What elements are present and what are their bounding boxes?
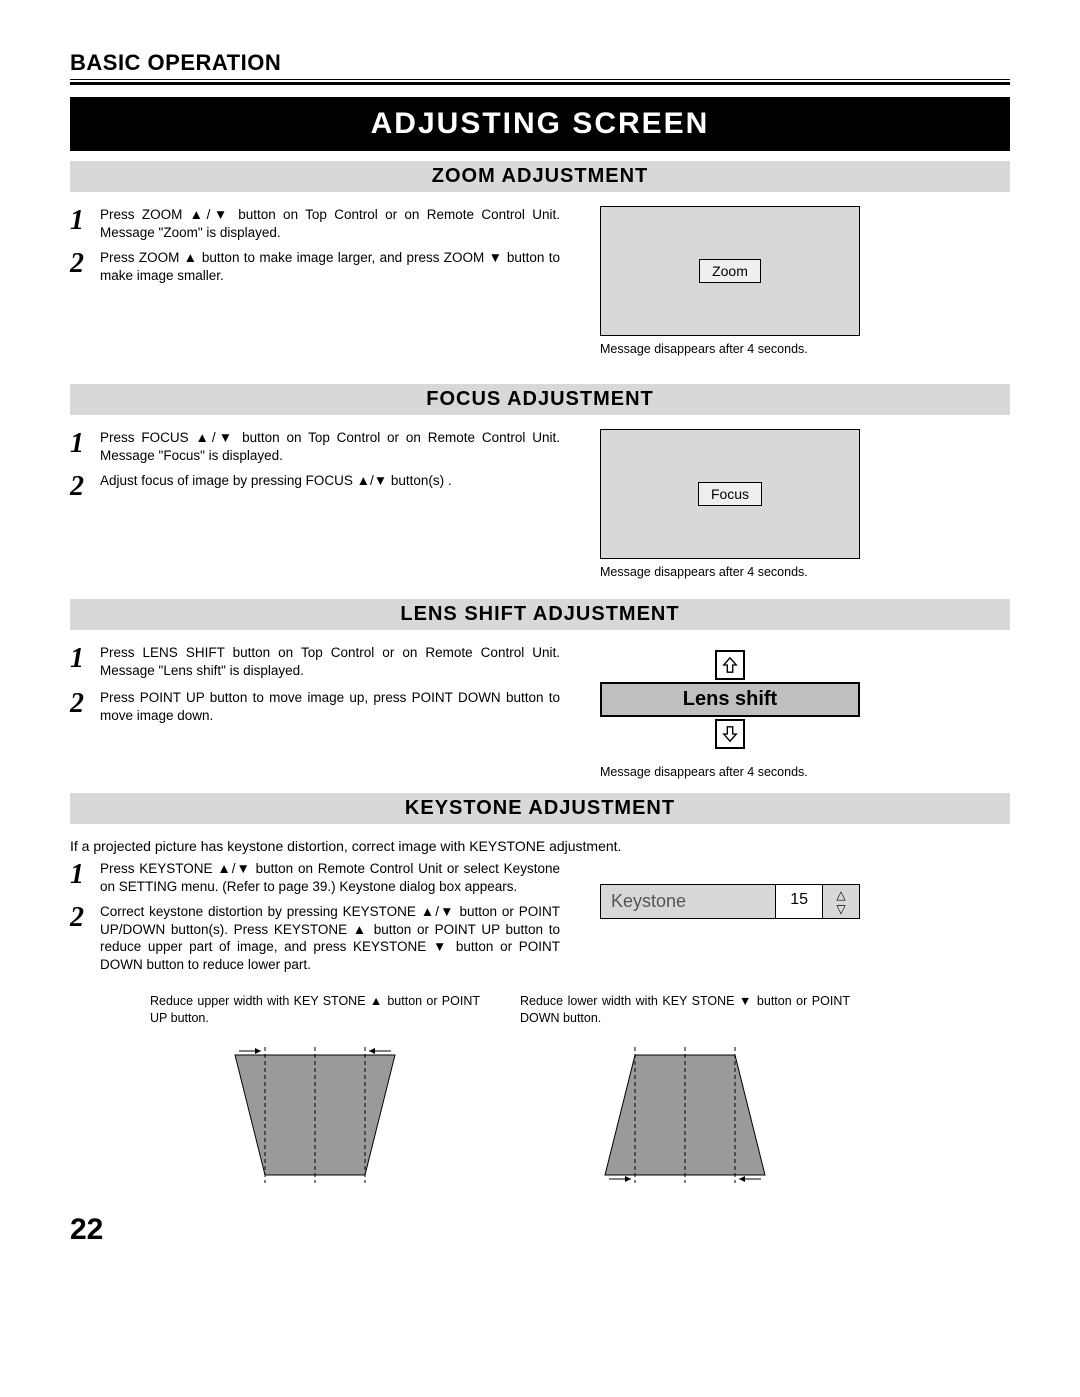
focus-step2-num: 2: [70, 472, 100, 501]
keystone-fig-right-caption: Reduce lower width with KEY STONE ▼ butt…: [520, 993, 850, 1027]
keystone-intro: If a projected picture has keystone dist…: [70, 838, 1010, 854]
keystone-upper-diagram: [205, 1035, 425, 1185]
keystone-dialog-arrows-icon: △▽: [823, 885, 859, 918]
keystone-section-heading: KEYSTONE ADJUSTMENT: [70, 793, 1010, 824]
lens-shift-display: Lens shift: [600, 650, 860, 749]
double-rule: [70, 79, 1010, 85]
page-number: 22: [70, 1213, 1010, 1247]
keystone-lower-diagram: [575, 1035, 795, 1185]
zoom-step2-text: Press ZOOM ▲ button to make image larger…: [100, 249, 560, 284]
lens-step2-num: 2: [70, 689, 100, 724]
focus-section-heading: FOCUS ADJUSTMENT: [70, 384, 1010, 415]
lens-shift-label: Lens shift: [600, 682, 860, 717]
keystone-dialog: Keystone 15 △▽: [600, 884, 860, 919]
lens-section-heading: LENS SHIFT ADJUSTMENT: [70, 599, 1010, 630]
zoom-section-heading: ZOOM ADJUSTMENT: [70, 161, 1010, 192]
lens-step1-num: 1: [70, 644, 100, 679]
zoom-step1-num: 1: [70, 206, 100, 241]
basic-operation-heading: BASIC OPERATION: [70, 50, 1010, 76]
keystone-dialog-label: Keystone: [601, 885, 775, 918]
keystone-step1-text: Press KEYSTONE ▲/▼ button on Remote Cont…: [100, 860, 560, 895]
zoom-label: Zoom: [699, 259, 761, 283]
keystone-fig-left-caption: Reduce upper width with KEY STONE ▲ butt…: [150, 993, 480, 1027]
focus-step2-text: Adjust focus of image by pressing FOCUS …: [100, 472, 560, 501]
focus-label: Focus: [698, 482, 762, 506]
focus-caption: Message disappears after 4 seconds.: [600, 565, 1010, 579]
keystone-step1-num: 1: [70, 860, 100, 895]
focus-step1-text: Press FOCUS ▲/▼ button on Top Control or…: [100, 429, 560, 464]
zoom-caption: Message disappears after 4 seconds.: [600, 342, 1010, 356]
zoom-step2-num: 2: [70, 249, 100, 284]
zoom-step1-text: Press ZOOM ▲/▼ button on Top Control or …: [100, 206, 560, 241]
keystone-step2-num: 2: [70, 903, 100, 973]
zoom-display-box: Zoom: [600, 206, 860, 336]
focus-step1-num: 1: [70, 429, 100, 464]
focus-display-box: Focus: [600, 429, 860, 559]
lens-step2-text: Press POINT UP button to move image up, …: [100, 689, 560, 724]
keystone-dialog-value: 15: [775, 885, 823, 918]
keystone-step2-text: Correct keystone distortion by pressing …: [100, 903, 560, 973]
up-arrow-icon: [715, 650, 745, 680]
page-title-bar: ADJUSTING SCREEN: [70, 97, 1010, 151]
lens-caption: Message disappears after 4 seconds.: [600, 765, 1010, 779]
down-arrow-icon: [715, 719, 745, 749]
lens-step1-text: Press LENS SHIFT button on Top Control o…: [100, 644, 560, 679]
